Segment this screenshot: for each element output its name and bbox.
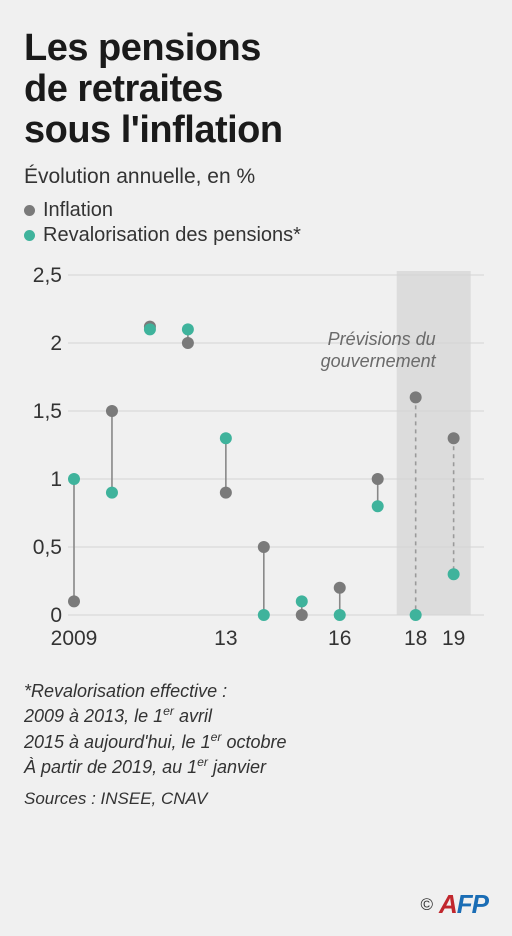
legend-item-pensions: Revalorisation des pensions* xyxy=(24,224,488,247)
sources: Sources : INSEE, CNAV xyxy=(24,789,488,809)
svg-text:1,5: 1,5 xyxy=(33,400,62,423)
svg-text:1: 1 xyxy=(50,468,62,491)
svg-text:0: 0 xyxy=(50,604,62,627)
svg-text:18: 18 xyxy=(404,627,427,650)
footer: © AFP xyxy=(420,889,488,920)
legend: Inflation Revalorisation des pensions* xyxy=(24,199,488,247)
svg-text:2009: 2009 xyxy=(51,627,98,650)
svg-text:19: 19 xyxy=(442,627,465,650)
svg-text:2: 2 xyxy=(50,332,62,355)
svg-text:13: 13 xyxy=(214,627,237,650)
chart-area: 0 0,5 1 1,5 2 2,5 2009 13 16 18 19 Prévisions dugou… xyxy=(24,265,488,665)
copyright-symbol: © xyxy=(420,895,433,915)
afp-logo: AFP xyxy=(439,889,488,920)
legend-item-inflation: Inflation xyxy=(24,199,488,222)
footnote: *Revalorisation effective : 2009 à 2013,… xyxy=(24,679,488,779)
svg-text:0,5: 0,5 xyxy=(33,536,62,559)
svg-text:gouvernement: gouvernement xyxy=(321,351,437,371)
legend-dot-pensions xyxy=(24,230,35,241)
chart-svg: 0 0,5 1 1,5 2 2,5 2009 13 16 18 19 Prévisions dugou… xyxy=(24,265,488,665)
svg-text:16: 16 xyxy=(328,627,351,650)
legend-dot-inflation xyxy=(24,205,35,216)
legend-label-inflation: Inflation xyxy=(43,199,113,222)
svg-text:Prévisions du: Prévisions du xyxy=(328,329,436,349)
svg-text:2,5: 2,5 xyxy=(33,265,62,287)
chart-title: Les pensions de retraites sous l'inflati… xyxy=(24,28,488,151)
chart-subtitle: Évolution annuelle, en % xyxy=(24,165,488,189)
legend-label-pensions: Revalorisation des pensions* xyxy=(43,224,301,247)
